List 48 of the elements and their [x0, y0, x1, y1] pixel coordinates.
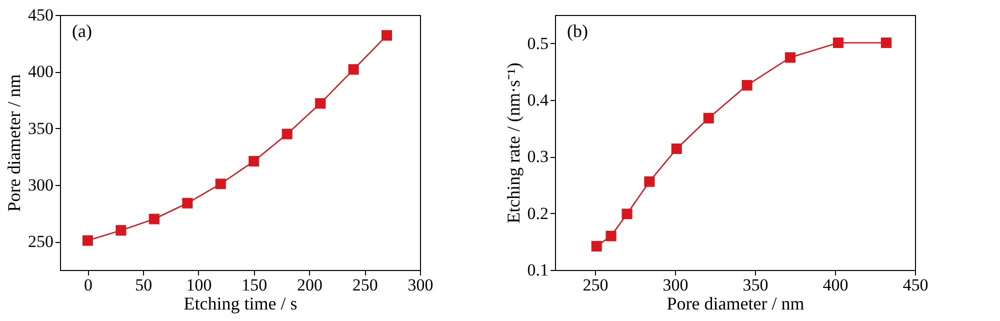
point [315, 98, 326, 109]
point [82, 235, 93, 246]
point [671, 143, 682, 154]
y-tick-label: 350 [28, 118, 54, 138]
point [880, 38, 892, 48]
point [182, 198, 193, 208]
point [116, 225, 126, 236]
y-tick-label: 0.4 [527, 90, 549, 110]
point [215, 178, 226, 190]
point [784, 52, 796, 63]
x-tick-label: 350 [742, 276, 768, 294]
y-tick-label: 0.1 [527, 260, 548, 280]
y-tick-label: 300 [28, 176, 54, 194]
y-tick-label: 0.5 [527, 34, 548, 53]
point [248, 156, 260, 166]
x-tick-label: 0 [84, 276, 92, 294]
point [382, 30, 392, 41]
y-tick-label: 400 [28, 62, 54, 82]
point [703, 112, 714, 124]
annotation: (a) [72, 21, 92, 41]
x-axis-title: Pore diameter / nm [666, 294, 804, 314]
x-tick-label: 250 [582, 276, 608, 294]
x-tick-label: 100 [186, 276, 212, 294]
x-tick-label: 200 [296, 276, 322, 294]
x-tick-label: 300 [408, 276, 434, 294]
x-axis-title: Etching time / s [184, 294, 298, 314]
point [644, 176, 655, 187]
x-tick-label: 150 [242, 276, 268, 294]
x-tick-label: 450 [902, 276, 928, 294]
y-tick-label: 450 [28, 6, 54, 24]
y-tick-label: 250 [28, 232, 54, 252]
point [742, 80, 752, 91]
y-tick-label: 0.3 [527, 147, 548, 166]
annotation: (b) [567, 21, 588, 41]
point [622, 208, 632, 220]
x-tick-label: 400 [822, 276, 848, 294]
point [282, 128, 292, 140]
y-tick-label: 0.2 [527, 204, 548, 223]
y-axis-title: Pore diameter / nm [4, 74, 24, 212]
x-tick-label: 250 [352, 276, 378, 294]
point [148, 214, 160, 224]
y-axis-title: Etching rate / (nm·s⁻¹) [503, 62, 524, 224]
point [606, 230, 616, 242]
point [832, 38, 844, 48]
point [348, 64, 359, 75]
x-tick-label: 300 [662, 276, 688, 294]
point [591, 240, 602, 252]
x-tick-label: 50 [135, 276, 152, 294]
